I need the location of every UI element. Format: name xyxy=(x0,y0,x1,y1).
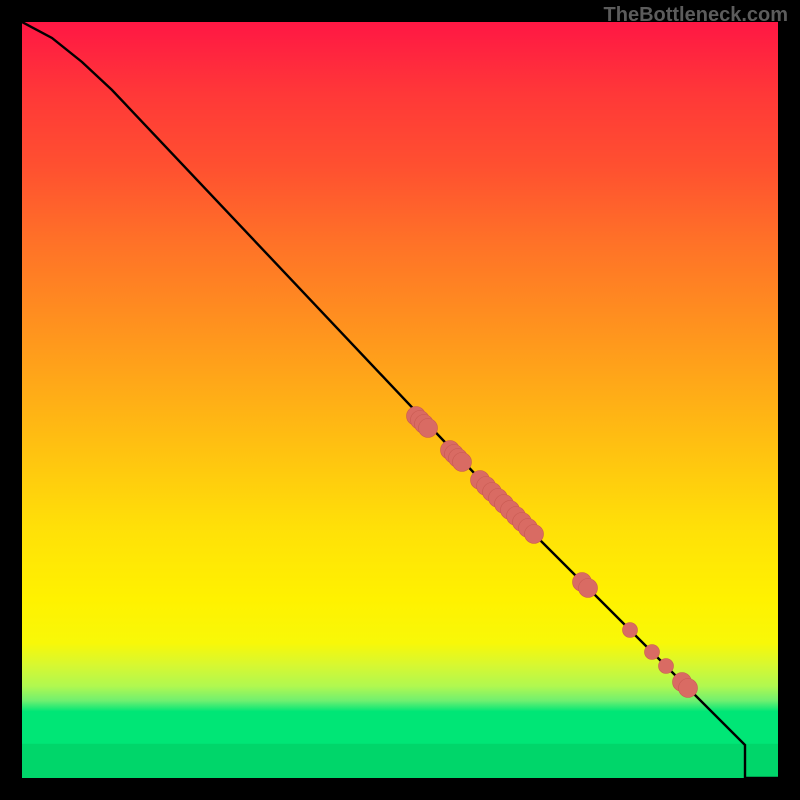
chart-marker xyxy=(579,579,598,598)
chart-green-band xyxy=(22,744,778,778)
chart-marker xyxy=(645,645,660,660)
chart-background-gradient xyxy=(22,22,778,744)
chart-marker xyxy=(419,419,438,438)
chart-marker xyxy=(623,623,638,638)
chart-marker xyxy=(659,659,674,674)
chart-svg xyxy=(22,22,778,778)
chart-marker xyxy=(453,453,472,472)
chart-plot-area xyxy=(22,22,778,778)
watermark-text: TheBottleneck.com xyxy=(604,4,788,27)
chart-marker xyxy=(679,679,698,698)
chart-marker xyxy=(525,525,544,544)
